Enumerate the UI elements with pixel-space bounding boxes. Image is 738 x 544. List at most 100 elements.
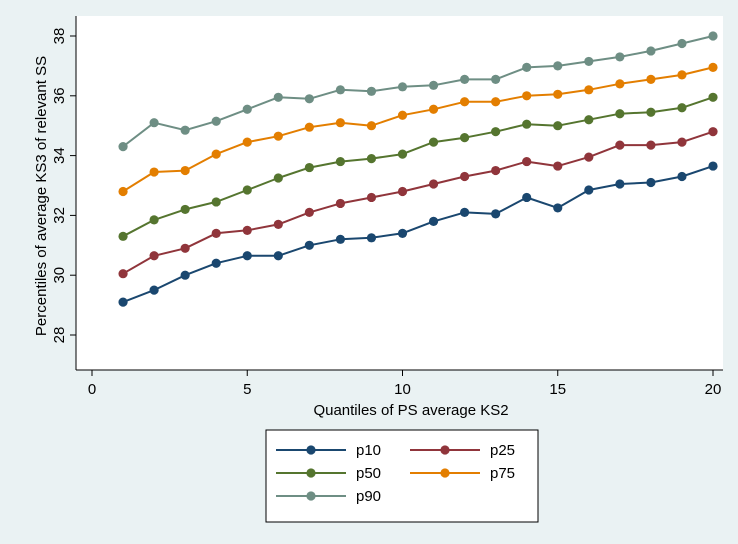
data-point-p90 bbox=[708, 31, 718, 41]
axes: 0 5 10 15 20 28 30 32 34 36 38 bbox=[51, 16, 723, 398]
data-point-p75 bbox=[460, 97, 470, 107]
data-point-p25 bbox=[460, 171, 470, 182]
data-point-p75 bbox=[615, 79, 625, 89]
data-point-p90 bbox=[366, 86, 377, 96]
data-point-p10 bbox=[397, 228, 408, 238]
data-point-p25 bbox=[708, 127, 718, 137]
data-point-p50 bbox=[708, 92, 718, 102]
y-tick-label: 36 bbox=[51, 87, 68, 104]
legend-marker-p90 bbox=[306, 491, 316, 501]
data-point-p75 bbox=[273, 131, 283, 141]
data-point-p25 bbox=[366, 192, 377, 203]
data-point-p50 bbox=[118, 231, 128, 241]
data-point-p50 bbox=[522, 119, 532, 129]
legend-label-p10: p10 bbox=[356, 442, 381, 459]
series-line-p50 bbox=[122, 96, 714, 238]
data-point-p75 bbox=[397, 110, 408, 120]
y-tick-label: 38 bbox=[51, 28, 68, 45]
data-point-p10 bbox=[335, 234, 345, 244]
data-point-p75 bbox=[584, 85, 594, 95]
legend-label-p90: p90 bbox=[356, 488, 381, 505]
data-point-p50 bbox=[646, 107, 656, 117]
series-line-p90 bbox=[122, 35, 714, 148]
data-point-p90 bbox=[460, 74, 470, 84]
x-tick-label: 20 bbox=[705, 381, 722, 398]
data-point-p10 bbox=[553, 203, 563, 213]
data-point-p25 bbox=[428, 179, 439, 189]
data-point-p50 bbox=[366, 153, 377, 164]
data-point-p75 bbox=[708, 62, 718, 72]
legend-label-p75: p75 bbox=[490, 465, 515, 482]
data-point-p75 bbox=[242, 137, 252, 147]
data-point-p10 bbox=[180, 270, 190, 280]
data-point-p10 bbox=[615, 179, 625, 189]
data-point-p75 bbox=[118, 186, 128, 197]
data-point-p75 bbox=[428, 104, 439, 114]
data-point-p25 bbox=[335, 198, 345, 209]
data-point-p50 bbox=[180, 204, 190, 215]
x-tick-label: 10 bbox=[394, 381, 411, 398]
data-point-p50 bbox=[491, 127, 501, 137]
data-point-p50 bbox=[273, 173, 283, 183]
data-point-p75 bbox=[522, 91, 532, 101]
data-point-p75 bbox=[304, 122, 314, 132]
data-point-p25 bbox=[397, 186, 408, 197]
legend-marker-p25 bbox=[440, 445, 450, 455]
data-point-p10 bbox=[522, 192, 532, 203]
series-lines bbox=[122, 35, 714, 304]
legend-marker-p50 bbox=[306, 468, 316, 478]
data-point-p50 bbox=[615, 109, 625, 119]
data-point-p90 bbox=[491, 74, 501, 84]
data-point-p90 bbox=[677, 38, 687, 49]
series-markers bbox=[118, 31, 718, 307]
data-point-p10 bbox=[304, 240, 314, 250]
series-line-p25 bbox=[122, 130, 714, 275]
data-point-p50 bbox=[242, 185, 252, 195]
data-point-p50 bbox=[304, 162, 314, 173]
data-point-p50 bbox=[211, 197, 221, 207]
y-tick-label: 34 bbox=[51, 147, 68, 164]
y-tick-label: 32 bbox=[51, 207, 68, 224]
data-point-p25 bbox=[242, 225, 252, 235]
data-point-p10 bbox=[646, 177, 656, 188]
data-point-p50 bbox=[553, 121, 563, 131]
data-point-p75 bbox=[180, 165, 190, 176]
data-point-p90 bbox=[180, 125, 190, 135]
data-point-p90 bbox=[615, 52, 625, 62]
data-point-p50 bbox=[677, 103, 687, 113]
y-tick-label: 30 bbox=[51, 267, 68, 284]
data-point-p25 bbox=[304, 207, 314, 218]
series-line-p75 bbox=[122, 66, 714, 193]
data-point-p10 bbox=[584, 185, 594, 195]
data-point-p25 bbox=[677, 137, 687, 147]
data-point-p75 bbox=[646, 74, 656, 84]
data-point-p75 bbox=[677, 70, 687, 80]
data-point-p90 bbox=[304, 94, 314, 104]
data-point-p75 bbox=[491, 97, 501, 107]
data-point-p75 bbox=[335, 118, 345, 128]
data-point-p10 bbox=[491, 209, 501, 219]
data-point-p50 bbox=[335, 156, 345, 167]
data-point-p25 bbox=[584, 152, 594, 162]
data-point-p10 bbox=[118, 297, 128, 307]
data-point-p25 bbox=[522, 156, 532, 167]
data-point-p90 bbox=[646, 46, 656, 56]
data-point-p90 bbox=[428, 80, 439, 90]
legend-label-p25: p25 bbox=[490, 442, 515, 459]
data-point-p10 bbox=[708, 161, 718, 171]
data-point-p90 bbox=[553, 61, 563, 71]
data-point-p25 bbox=[615, 140, 625, 150]
data-point-p90 bbox=[397, 82, 408, 92]
data-point-p90 bbox=[584, 56, 594, 67]
x-tick-label: 15 bbox=[549, 381, 566, 398]
legend: p10 p25 p50 p75 p90 bbox=[265, 429, 539, 523]
data-point-p10 bbox=[211, 258, 221, 268]
y-axis-label: Percentiles of average KS3 of relevant S… bbox=[33, 56, 50, 336]
legend-label-p50: p50 bbox=[356, 465, 381, 482]
data-point-p10 bbox=[366, 233, 377, 243]
legend-marker-p75 bbox=[440, 468, 450, 478]
data-point-p50 bbox=[149, 215, 159, 225]
data-point-p25 bbox=[646, 140, 656, 150]
